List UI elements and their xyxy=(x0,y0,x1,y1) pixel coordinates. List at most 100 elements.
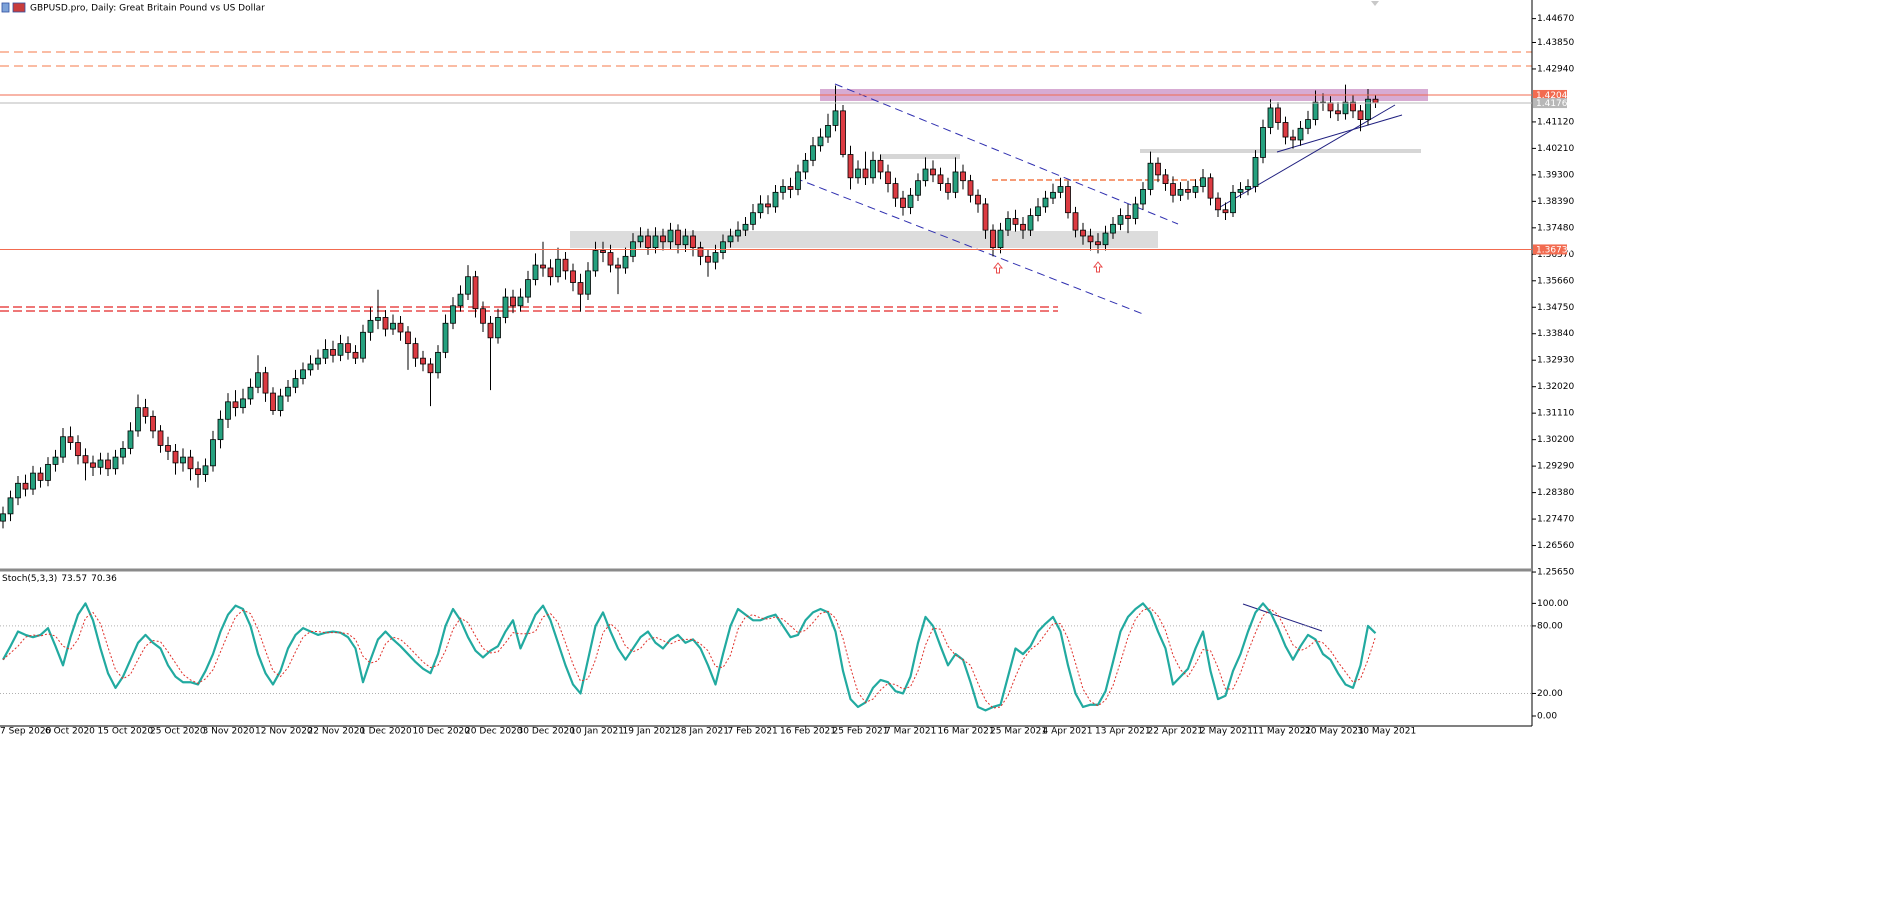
candle-body xyxy=(232,401,239,409)
candle-body xyxy=(45,463,51,481)
candle-body xyxy=(1177,189,1184,196)
candle-body xyxy=(1170,183,1176,196)
candle-body xyxy=(1342,101,1349,115)
candle-body xyxy=(585,270,591,295)
candle-body xyxy=(1155,162,1161,176)
candle-body xyxy=(202,465,209,475)
price-label: 1.42046 xyxy=(1536,91,1573,101)
candle-body xyxy=(97,459,104,468)
candle-body xyxy=(382,317,389,330)
candle-body xyxy=(450,305,456,324)
candle-body xyxy=(667,229,674,243)
candle-body xyxy=(1027,215,1034,231)
candle-body xyxy=(532,264,539,281)
candle-body xyxy=(1057,186,1064,193)
candle-body xyxy=(52,456,59,465)
candle-body xyxy=(982,203,989,231)
candle-body xyxy=(1042,197,1049,208)
candle-body xyxy=(600,250,606,253)
candle-body xyxy=(457,293,464,307)
candle-body xyxy=(1005,218,1011,231)
candle-body xyxy=(135,407,141,432)
candle-body xyxy=(855,168,861,179)
price-label-box xyxy=(1533,98,1567,109)
candle-body xyxy=(277,395,284,411)
y-tick-label: 1.32020 xyxy=(1537,382,1574,392)
candle-body xyxy=(105,459,111,470)
x-tick-label: 7 Mar 2021 xyxy=(885,727,936,737)
candle-body xyxy=(1297,127,1304,141)
candle-body xyxy=(442,322,449,353)
candle-body xyxy=(427,363,434,374)
candle-body xyxy=(937,174,944,184)
candle-body xyxy=(810,145,816,161)
candle-body xyxy=(270,392,276,411)
candle-body xyxy=(952,171,959,193)
y-tick-label: 1.41120 xyxy=(1537,117,1574,127)
x-tick-label: 10 Dec 2020 xyxy=(413,727,471,737)
candle-body xyxy=(367,319,374,333)
x-tick-label: 12 Nov 2020 xyxy=(255,727,313,737)
y-tick-label: 1.39300 xyxy=(1537,170,1574,180)
x-tick-label: 15 Oct 2020 xyxy=(98,727,154,737)
y-tick-label: 0.00 xyxy=(1537,711,1557,721)
candle-body xyxy=(487,322,494,339)
candle-body xyxy=(765,203,771,208)
candle-body xyxy=(1072,212,1079,231)
candle-body xyxy=(682,235,689,246)
candle-body xyxy=(1192,186,1199,193)
candle-body xyxy=(1275,107,1281,123)
candle-body xyxy=(510,296,516,307)
y-tick-label: 1.37480 xyxy=(1537,223,1574,233)
candle-body xyxy=(945,183,951,193)
candle-body xyxy=(1215,197,1221,211)
candle-body xyxy=(187,456,194,470)
symbol-icon xyxy=(12,2,26,13)
candle-body xyxy=(345,343,351,353)
candle-body xyxy=(502,296,509,318)
candle-body xyxy=(547,267,554,278)
candle-body xyxy=(300,369,306,379)
price-label-box xyxy=(1533,89,1567,100)
candle-body xyxy=(195,468,201,475)
candle-body xyxy=(1252,157,1259,187)
candle-body xyxy=(517,296,524,307)
candle-body xyxy=(75,442,81,457)
candle-body xyxy=(1350,101,1356,112)
candle-body xyxy=(150,415,156,432)
y-tick-label: 1.43850 xyxy=(1537,38,1574,48)
candle-body xyxy=(1102,232,1109,246)
y-tick-label: 80.00 xyxy=(1537,621,1563,631)
candle-body xyxy=(757,203,764,214)
candle-body xyxy=(1372,98,1379,104)
candle-body xyxy=(562,258,569,272)
candle-body xyxy=(622,255,629,269)
candle-body xyxy=(900,197,906,208)
y-tick-label: 1.25650 xyxy=(1537,568,1574,578)
candle-body xyxy=(742,223,749,231)
trend-line xyxy=(1276,114,1403,153)
candle-body xyxy=(1020,223,1026,231)
y-tick-label: 1.40210 xyxy=(1537,144,1574,154)
stoch-line xyxy=(2,602,1377,712)
candle-body xyxy=(1245,186,1251,190)
candle-body xyxy=(727,235,734,243)
arrow-up xyxy=(992,262,1004,274)
candle-body xyxy=(967,180,974,196)
candle-body xyxy=(735,229,741,237)
candle-body xyxy=(960,171,966,182)
candle-body xyxy=(1185,189,1191,193)
candle-body xyxy=(1110,223,1116,234)
candle-body xyxy=(292,378,299,388)
candle-body xyxy=(592,250,599,272)
candle-body xyxy=(180,456,186,464)
candle-body xyxy=(1290,136,1296,141)
candle-body xyxy=(997,229,1004,249)
candle-body xyxy=(375,317,381,321)
price-label: 1.36737 xyxy=(1536,245,1573,255)
candle-body xyxy=(607,252,614,266)
x-tick-label: 25 Feb 2021 xyxy=(833,727,889,737)
candle-body xyxy=(1282,122,1289,138)
y-tick-label: 1.31110 xyxy=(1537,409,1574,419)
